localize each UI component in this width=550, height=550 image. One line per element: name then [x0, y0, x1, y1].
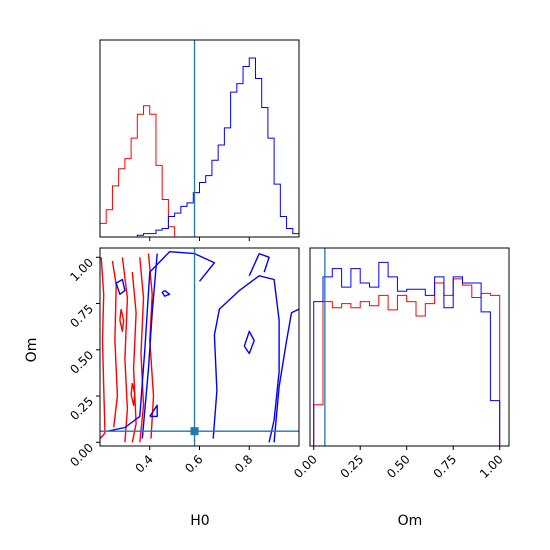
- x-tick-label-om-3: 0.75: [431, 452, 460, 481]
- x-axis-label-om: Om: [398, 513, 423, 529]
- y-tick-label-om-3: 0.75: [67, 302, 96, 331]
- x-tick-label-om-1: 0.25: [338, 452, 367, 481]
- histogram-om-red: [313, 278, 501, 446]
- contour-blue-0: [107, 251, 216, 432]
- panel-h0-om-contours: 0.4 0.6 0.8 0.00 0.25 0.50 0.75 1.00: [67, 247, 300, 476]
- y-axis-label-om: Om: [24, 338, 40, 363]
- x-tick-label-h0-0: 0.4: [132, 452, 155, 475]
- y-tick-label-om-4: 1.00: [67, 255, 96, 284]
- y-tick-label-om-2: 0.50: [67, 348, 96, 377]
- x-axis-label-h0: H0: [190, 513, 209, 529]
- histogram-h0-red: [99, 105, 299, 238]
- contour-red-4: [139, 257, 145, 443]
- contour-blue-6: [248, 252, 270, 277]
- contour-blue-7: [115, 278, 126, 295]
- panel-frame-om-hist: [309, 247, 510, 447]
- contour-red-7: [130, 382, 136, 406]
- panel-om-histogram: 0.00 0.25 0.50 0.75 1.00: [291, 247, 510, 481]
- contour-blue-2: [149, 404, 158, 418]
- contour-blue-5: [273, 308, 299, 443]
- x-tick-label-h0-1: 0.6: [182, 452, 205, 475]
- y-tick-label-om-0: 0.00: [67, 441, 96, 470]
- contour-blue-3: [212, 275, 280, 443]
- contour-red-1: [111, 260, 119, 428]
- contour-blue-4: [243, 330, 255, 355]
- x-tick-label-om-0: 0.00: [291, 452, 320, 481]
- contour-red-0: [100, 257, 106, 440]
- histogram-om-blue: [313, 261, 501, 446]
- contour-blue-8: [161, 290, 171, 297]
- contour-red-2: [121, 257, 129, 443]
- x-tick-label-h0-2: 0.8: [232, 452, 255, 475]
- x-tick-label-om-2: 0.50: [384, 452, 413, 481]
- contour-group: [100, 251, 299, 443]
- y-tick-label-om-1: 0.25: [67, 394, 96, 423]
- histogram-h0-blue: [100, 57, 300, 238]
- contour-blue-1: [141, 253, 158, 439]
- contour-red-6: [119, 308, 125, 332]
- contour-red-3: [131, 272, 137, 443]
- truth-marker: [190, 427, 199, 436]
- x-tick-label-om-4: 1.00: [477, 452, 506, 481]
- panel-h0-histogram: [99, 39, 300, 241]
